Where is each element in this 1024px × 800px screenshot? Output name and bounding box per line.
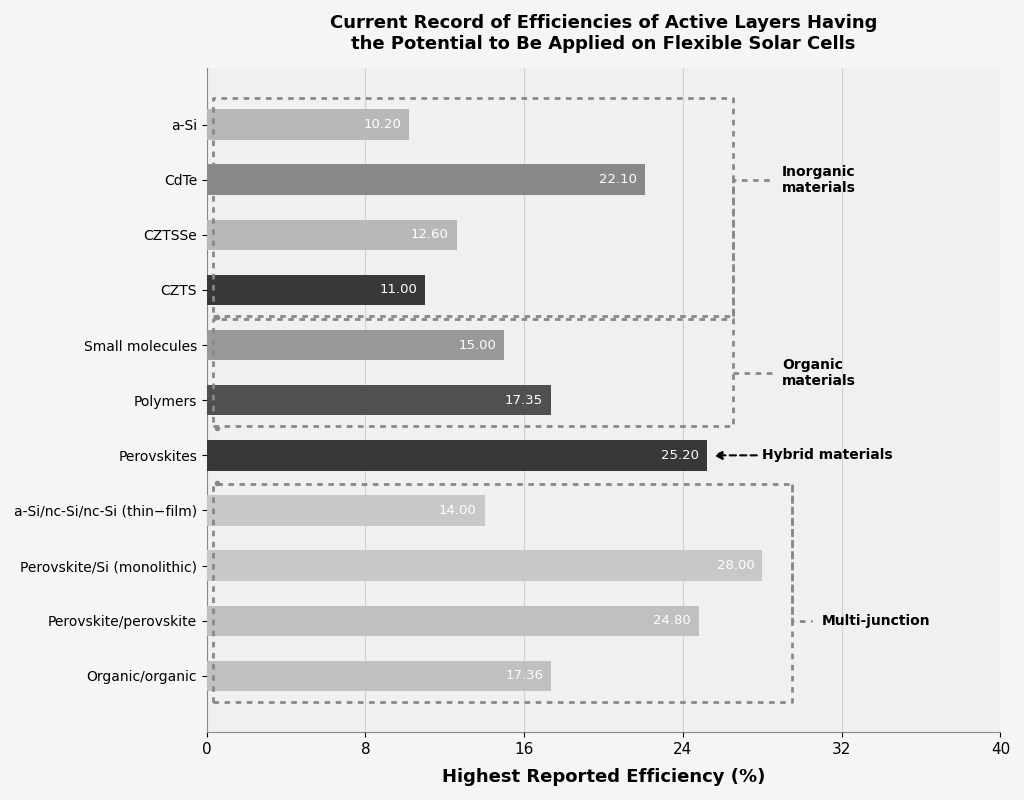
Title: Current Record of Efficiencies of Active Layers Having
the Potential to Be Appli: Current Record of Efficiencies of Active… [330, 14, 878, 53]
Text: 10.20: 10.20 [364, 118, 401, 131]
Text: 28.00: 28.00 [717, 559, 755, 572]
Text: Inorganic
materials: Inorganic materials [782, 165, 856, 194]
Text: 14.00: 14.00 [439, 504, 476, 517]
Bar [207, 495, 484, 526]
X-axis label: Highest Reported Efficiency (%): Highest Reported Efficiency (%) [442, 768, 765, 786]
Text: 17.35: 17.35 [505, 394, 543, 406]
Text: 24.80: 24.80 [653, 614, 691, 627]
Text: Hybrid materials: Hybrid materials [716, 448, 893, 462]
Text: 15.00: 15.00 [459, 338, 497, 351]
Text: 25.20: 25.20 [660, 449, 698, 462]
Text: 22.10: 22.10 [599, 173, 637, 186]
Bar [207, 330, 505, 360]
Bar [207, 385, 551, 415]
Bar [207, 661, 551, 691]
Text: 17.36: 17.36 [505, 670, 544, 682]
Text: 12.60: 12.60 [411, 228, 449, 242]
Bar [207, 110, 410, 140]
Text: Multi-junction: Multi-junction [822, 614, 931, 628]
Bar [207, 550, 762, 581]
Bar [207, 606, 698, 636]
Bar [207, 440, 707, 470]
Bar [207, 165, 645, 195]
Bar [207, 274, 425, 305]
Text: Organic
materials: Organic materials [782, 358, 856, 388]
Bar [207, 220, 457, 250]
Text: 11.00: 11.00 [379, 283, 417, 297]
